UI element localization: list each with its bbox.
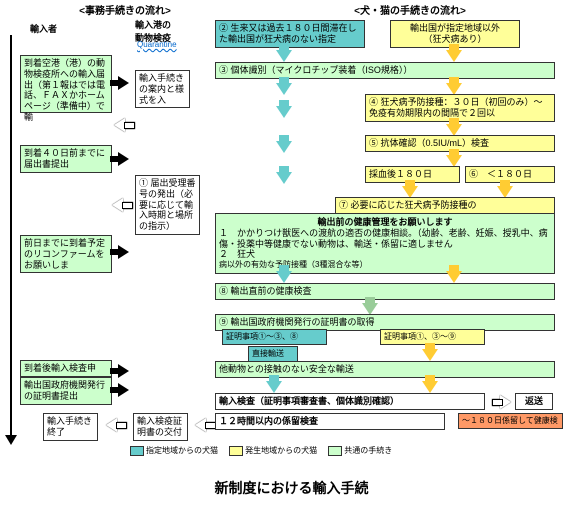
arr-r1 [118, 76, 129, 90]
arr-r4 [118, 364, 129, 378]
step-6b: ⑥ ＜１８０日 [465, 166, 555, 183]
health-title: 輸出前の健康管理をお願いします [219, 217, 551, 228]
quarantine-word: Quarantine [137, 40, 177, 49]
box-reconfirm: 前日までに到着予定のリコンファームをお願いしま [20, 235, 112, 273]
legend-a: 指定地域からの犬猫 [146, 446, 218, 455]
step-8: ⑧ 輸出直前の健康検査 [215, 283, 555, 300]
step-4: ④ 狂犬病予防接種：３０日（初回のみ）～免疫有効期限内の間隔で２回以 [365, 94, 555, 122]
direct-ship: 直接輸送 [248, 346, 298, 362]
diagram-root: <事務手続きの流れ> <犬・猫の手続きの流れ> 輸入者 輸入港の 動物検疫 Qu… [0, 0, 575, 500]
box-cert-submit: 輸出国政府機関発行の証明書提出 [20, 377, 112, 405]
timeline-arrow [10, 35, 12, 435]
arr-r2 [118, 152, 129, 166]
importer-label: 輸入者 [30, 22, 57, 35]
legend-c: 共通の手続き [344, 446, 392, 455]
arr-l4 [195, 418, 206, 432]
hold-12h: １２時間以内の係留検査 [215, 413, 445, 430]
ad5 [276, 106, 292, 118]
hold-180d: ～１８０日係留して健康検 [458, 413, 563, 429]
arr-r5 [118, 383, 129, 397]
ad14 [422, 349, 438, 361]
ad2 [446, 50, 462, 62]
box-apply-inspect: 到着後輸入検査申 [20, 360, 112, 377]
ad7 [276, 141, 292, 153]
step-5: ⑤ 抗体確認（0.5IU/mL）検査 [365, 135, 555, 152]
ad1 [276, 50, 292, 62]
header-left: <事務手続きの流れ> [60, 2, 190, 17]
safe-ship: 他動物との接触のない安全な輸送 [215, 361, 555, 378]
legend-b: 発生地域からの犬猫 [245, 446, 317, 455]
import-inspect: 輸入検査（証明事項審査書、個体識別確認） [215, 393, 485, 410]
box-guide: 輸入手続きの案内と様式を入 [135, 70, 190, 108]
box-procedure-end: 輸入手続き終了 [43, 413, 98, 441]
box-arrival-notify: 到着空港（港）の動物検疫所への輸入届出（第１報はでは電話、ＦＡＸかホームページ（… [20, 55, 112, 113]
main-title: 新制度における輸入手続 [4, 478, 575, 498]
return-box: 返送 [515, 393, 553, 410]
ad3 [276, 83, 292, 95]
step-2: ② 生来又は過去１８０日間滞在した輸出国が狂犬病のない指定 [215, 20, 365, 48]
step-3: ③ 個体識別（マイクロチップ装着（ISO規格）） [215, 62, 555, 79]
ad11 [276, 271, 292, 283]
header-right: <犬・猫の手続きの流れ> [320, 2, 500, 17]
arr-l2 [112, 198, 123, 212]
arr-r3 [118, 245, 129, 259]
arr-l1 [114, 118, 125, 132]
arr-l3 [106, 418, 117, 432]
step-7: ⑦ 必要に応じた狂犬病予防接種の [335, 197, 555, 214]
cert-a: 証明事項①～③、⑧ [222, 329, 327, 345]
ad9 [276, 172, 292, 184]
health-body: １ かかりつけ獣医への渡航の適否の健康相談。（幼齢、老齢、妊娠、授乳中、病傷・投… [219, 228, 551, 260]
health-foot: 病以外の有効な予防接種（3種混合な等） [219, 260, 551, 270]
ad16 [422, 381, 438, 393]
ad15 [266, 381, 282, 393]
arr-return [500, 395, 511, 409]
box-cert-issue: 輸入検疫証明書の交付 [133, 413, 188, 441]
health-box: 輸出前の健康管理をお願いします １ かかりつけ獣医への渡航の適否の健康相談。（幼… [215, 213, 555, 274]
box-40days: 到着４０日前までに 届出書提出 [20, 145, 112, 173]
box-receipt-no: ① 届出受理番号の発出（必要に応じて輸入時期と場所の指示） [135, 175, 200, 235]
ad12 [446, 271, 462, 283]
legend: 指定地域からの犬猫 発生地域からの犬猫 共通の手続き [130, 445, 550, 456]
